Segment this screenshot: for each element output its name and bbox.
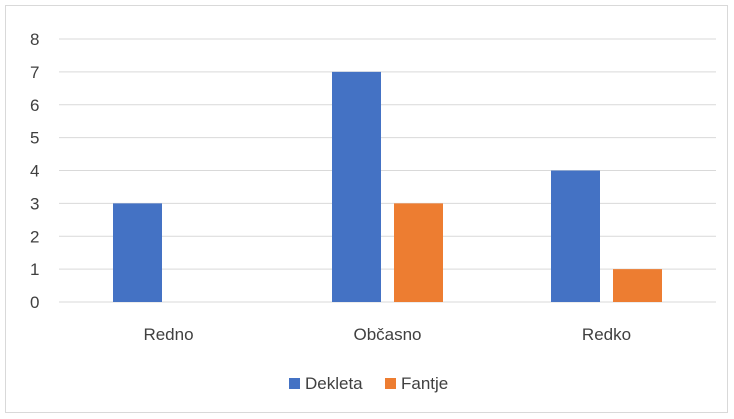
y-tick-label: 7 xyxy=(30,63,39,82)
legend-swatch-fantje xyxy=(385,378,396,389)
legend-label-fantje: Fantje xyxy=(401,374,448,393)
legend-label-dekleta: Dekleta xyxy=(305,374,363,393)
legend-swatch-dekleta xyxy=(289,378,300,389)
gridlines xyxy=(59,38,716,303)
y-axis-ticks: 0 1 2 3 4 5 6 7 8 xyxy=(30,30,39,312)
y-tick-label: 6 xyxy=(30,96,39,115)
y-tick-label: 0 xyxy=(30,293,39,312)
bars xyxy=(113,71,662,302)
bar-dekleta-0 xyxy=(113,203,162,302)
bar-dekleta-2 xyxy=(551,170,600,302)
bar-fantje-1 xyxy=(394,203,443,302)
y-tick-label: 2 xyxy=(30,227,39,246)
y-tick-label: 5 xyxy=(30,129,39,148)
bar-fantje-2 xyxy=(613,269,662,302)
y-tick-label: 1 xyxy=(30,260,39,279)
y-tick-label: 8 xyxy=(30,30,39,49)
y-tick-label: 3 xyxy=(30,194,39,213)
x-axis-categories: Redno Občasno Redko xyxy=(143,325,631,344)
legend: Dekleta Fantje xyxy=(289,374,448,393)
x-category-label: Redko xyxy=(582,325,631,344)
x-category-label: Redno xyxy=(143,325,193,344)
bar-dekleta-1 xyxy=(332,71,381,302)
y-tick-label: 4 xyxy=(30,162,39,181)
x-category-label: Občasno xyxy=(353,325,421,344)
